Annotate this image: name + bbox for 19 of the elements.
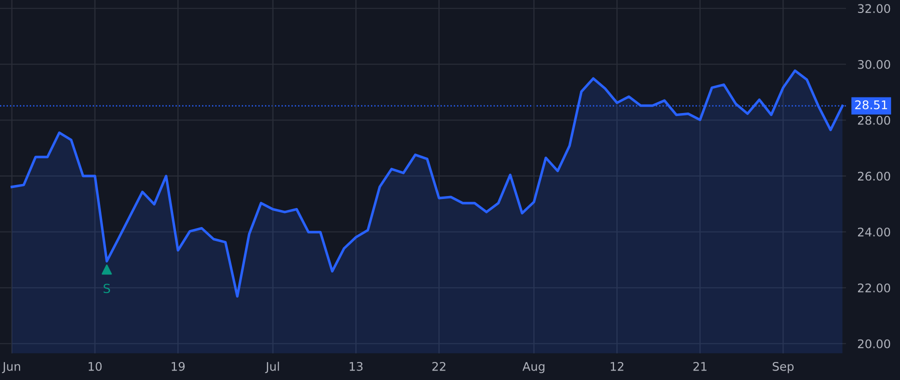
x-tick-label: 22 xyxy=(432,362,446,371)
x-tick-label: 21 xyxy=(693,362,706,371)
y-tick-label: 32.00 xyxy=(858,4,890,14)
x-tick-label: Jun xyxy=(2,362,20,374)
y-tick-label: 20.00 xyxy=(858,339,890,348)
x-tick-label: Aug xyxy=(522,362,544,374)
y-tick-label: 24.00 xyxy=(858,228,890,237)
x-tick-label: Jul xyxy=(265,362,279,374)
ref-line-label: 28.51 xyxy=(855,100,888,110)
x-tick-label: 13 xyxy=(350,362,363,371)
x-tick-label: 12 xyxy=(610,362,624,371)
x-tick-label: Sep xyxy=(772,362,794,374)
series-label: S xyxy=(104,284,110,294)
y-tick-label: 26.00 xyxy=(858,172,890,181)
x-tick-label: 19 xyxy=(172,362,185,371)
x-tick-label: 10 xyxy=(88,362,102,371)
y-tick-label: 22.00 xyxy=(858,283,890,292)
y-tick-label: 28.00 xyxy=(858,116,890,125)
y-tick-label: 30.00 xyxy=(858,60,890,69)
